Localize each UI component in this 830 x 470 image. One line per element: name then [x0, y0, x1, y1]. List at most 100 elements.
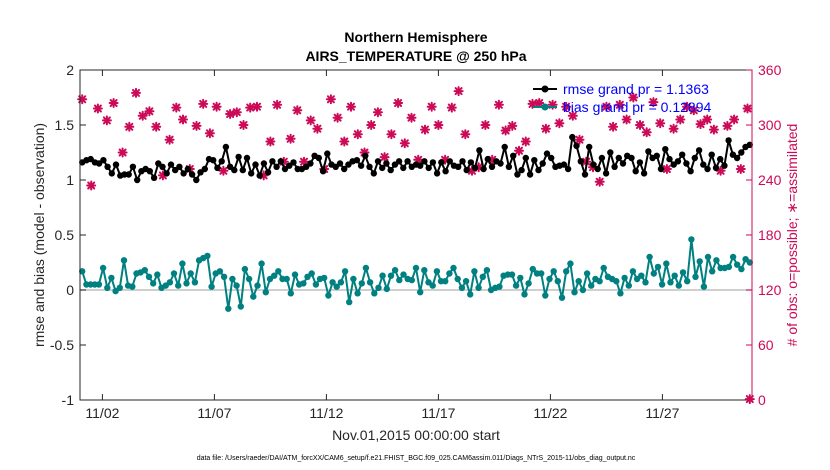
- obs-point-stroke: [246, 103, 255, 112]
- rmse-point: [104, 163, 111, 170]
- x-tick-label: 11/17: [421, 405, 455, 421]
- rmse-point: [700, 161, 707, 168]
- legend-bias-label: bias grand pr = 0.12894: [563, 99, 711, 115]
- bias-point: [563, 268, 570, 275]
- bias-point: [308, 270, 315, 277]
- rmse-point: [611, 163, 618, 170]
- obs-point: [86, 180, 97, 191]
- y-tick-label: -0.5: [50, 337, 74, 353]
- y-tick-label: 1: [66, 172, 74, 188]
- rmse-point: [746, 141, 753, 148]
- obs-point-stroke: [609, 122, 618, 131]
- obs-point: [608, 121, 619, 132]
- obs-point: [312, 123, 323, 134]
- rmse-point: [100, 157, 107, 164]
- bias-point: [571, 289, 578, 296]
- obs-point: [178, 114, 188, 125]
- obs-point-stroke: [703, 115, 712, 124]
- bias-point: [145, 273, 153, 280]
- obs-point-stroke: [172, 103, 181, 112]
- rmse-point: [353, 157, 361, 164]
- rmse-point: [108, 170, 116, 177]
- obs-point-stroke: [421, 125, 429, 134]
- chart-title-line-1: Northern Hemisphere: [344, 29, 487, 45]
- rmse-point: [362, 152, 369, 159]
- obs-point-stroke: [373, 108, 382, 117]
- bias-point: [458, 284, 466, 291]
- bias-point: [629, 268, 637, 275]
- rmse-point: [695, 147, 703, 154]
- obs-point: [729, 114, 740, 125]
- rmse-point: [581, 171, 589, 178]
- rmse-point: [134, 176, 141, 184]
- bias-point: [329, 279, 336, 286]
- y-axis-label-right: # of obs: o=possible; ∗=assimilated: [784, 124, 800, 347]
- obs-point: [520, 136, 531, 147]
- bias-point: [325, 292, 332, 299]
- obs-point-stroke: [434, 121, 443, 129]
- obs-point-stroke: [723, 121, 732, 130]
- obs-point-stroke: [535, 99, 544, 107]
- bias-point: [525, 280, 532, 287]
- bias-point: [529, 265, 536, 273]
- obs-point: [742, 103, 753, 114]
- bias-point: [258, 260, 265, 267]
- obs-point-stroke: [125, 122, 134, 131]
- rmse-point: [577, 158, 584, 165]
- obs-point: [265, 136, 276, 147]
- bias-point: [287, 290, 294, 297]
- bias-point: [250, 293, 257, 300]
- obs-point: [305, 115, 316, 126]
- obs-point-stroke: [313, 124, 322, 133]
- obs-point-stroke: [568, 111, 577, 120]
- rmse-point: [264, 169, 272, 176]
- rmse-point: [683, 160, 690, 167]
- bias-point: [700, 283, 708, 290]
- obs-point-stroke: [219, 166, 228, 175]
- bias-point: [550, 268, 557, 275]
- bias-point: [496, 283, 503, 290]
- bias-point: [467, 291, 474, 298]
- rmse-point: [636, 159, 644, 166]
- bias-point: [95, 281, 103, 288]
- obs-point-stroke: [676, 115, 685, 124]
- obs-point: [493, 99, 504, 110]
- bias-point: [233, 282, 240, 289]
- bias-point: [387, 272, 395, 279]
- bias-point: [166, 279, 174, 286]
- obs-point: [245, 102, 256, 113]
- bias-point: [579, 286, 587, 294]
- obs-point: [346, 101, 356, 112]
- bias-point: [650, 270, 657, 277]
- rmse-point: [488, 163, 496, 170]
- bias-point: [79, 268, 86, 275]
- bias-point: [346, 298, 353, 306]
- obs-point-stroke: [555, 119, 564, 128]
- obs-point: [668, 123, 679, 134]
- bias-point: [429, 282, 436, 289]
- obs-point: [655, 118, 666, 129]
- bias-point: [713, 257, 720, 264]
- bias-point: [512, 282, 520, 289]
- bias-point: [658, 281, 666, 288]
- bias-point: [558, 294, 566, 301]
- bias-point: [187, 270, 194, 277]
- bias-point: [175, 282, 182, 289]
- bias-point: [337, 279, 345, 286]
- rmse-point: [653, 152, 660, 159]
- obs-point-stroke: [662, 165, 671, 173]
- bias-point: [704, 253, 712, 261]
- obs-point: [682, 101, 692, 112]
- rmse-point: [666, 155, 673, 163]
- obs-point: [702, 114, 713, 125]
- obs-point: [708, 124, 719, 135]
- bias-point: [667, 279, 674, 286]
- rmse-point: [657, 165, 665, 173]
- bias-point: [483, 267, 491, 274]
- rmse-point: [586, 143, 593, 151]
- obs-point-stroke: [427, 102, 436, 111]
- rmse-point: [167, 161, 175, 168]
- bias-point: [679, 269, 687, 276]
- y-right-tick-label: 240: [758, 172, 782, 188]
- y-axis-left: -1 -0.5 0 0.5 1 1.5 2: [50, 62, 86, 408]
